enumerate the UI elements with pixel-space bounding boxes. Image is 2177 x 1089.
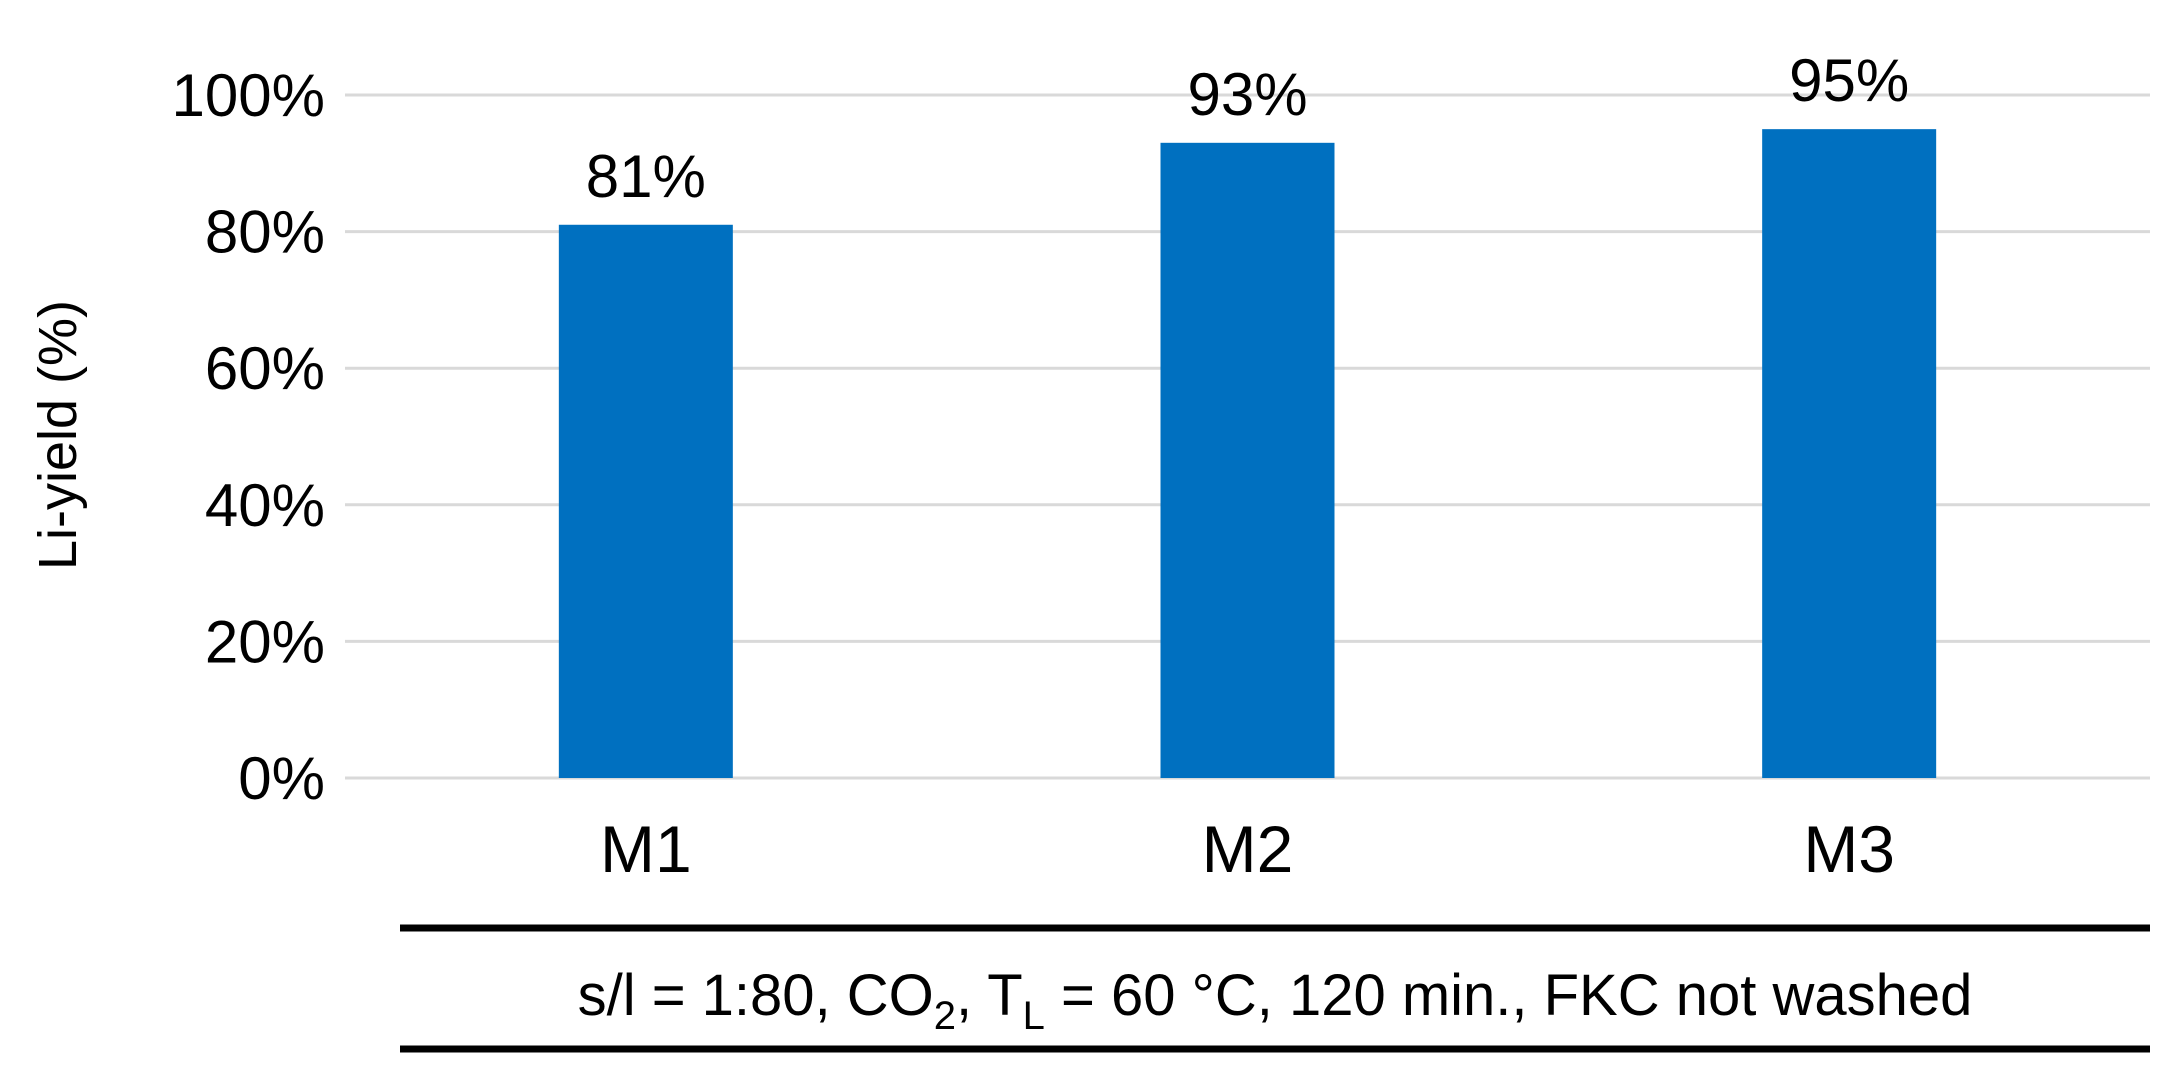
- y-axis-ticks: 0% 20% 40% 60% 80% 100%: [172, 62, 325, 812]
- conditions-part1: s/l = 1:80, CO: [578, 963, 934, 1028]
- category-label-m1: M1: [600, 812, 692, 886]
- category-label-m3: M3: [1803, 812, 1895, 886]
- conditions-part3: = 60 °C, 120 min., FKC not washed: [1045, 963, 1973, 1028]
- y-tick-label: 60%: [205, 335, 325, 402]
- data-labels: 81% 93% 95%: [586, 47, 1909, 210]
- bars: [558, 129, 1937, 778]
- conditions-text: s/l = 1:80, CO2, TL = 60 °C, 120 min., F…: [578, 963, 1973, 1038]
- bar-m3: [1762, 129, 1937, 778]
- data-label-m3: 95%: [1789, 47, 1909, 114]
- conditions-sub2: L: [1023, 994, 1045, 1038]
- x-axis-categories: M1 M2 M3: [600, 812, 1895, 886]
- bar-m2: [1160, 142, 1335, 778]
- y-tick-label: 40%: [205, 472, 325, 539]
- y-tick-label: 0%: [238, 745, 325, 812]
- y-axis-label: Li-yield (%): [28, 300, 88, 570]
- category-label-m2: M2: [1202, 812, 1294, 886]
- data-label-m2: 93%: [1187, 61, 1307, 128]
- y-tick-label: 100%: [172, 62, 325, 129]
- data-label-m1: 81%: [586, 143, 706, 210]
- conditions-part2: , T: [956, 963, 1023, 1028]
- bar-m1: [558, 224, 733, 778]
- y-tick-label: 80%: [205, 199, 325, 266]
- y-tick-label: 20%: [205, 608, 325, 675]
- conditions-sub1: 2: [934, 994, 956, 1038]
